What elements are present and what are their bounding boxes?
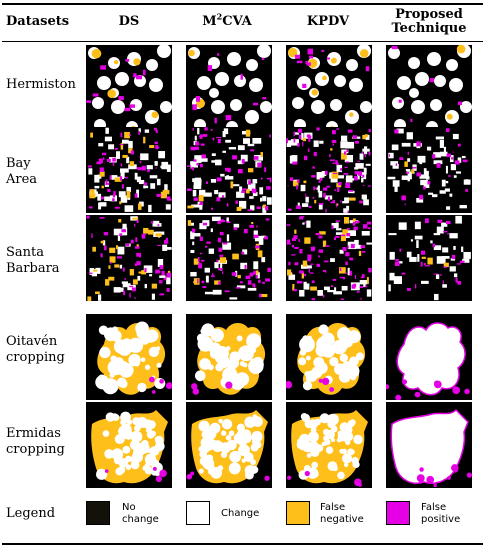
m2cva-prefix: M [202,14,217,29]
change-map-bay-area-kpdv [286,127,372,213]
header-proposed-line2: Technique [391,21,467,36]
legend-label-line1: False [320,502,346,513]
row-label-line1: Bay [6,156,31,171]
header-ds: DS [118,14,140,29]
legend-swatch-no-change [86,501,110,525]
change-map-santa-barbara-proposed [386,215,472,301]
header-proposed: Proposed Technique [386,8,472,36]
change-map-santa-barbara-m2cva [186,215,272,301]
header-proposed-line1: Proposed [395,7,463,22]
change-map-hermiston-ds [86,45,172,131]
top-rule [2,3,483,5]
legend-label-line1: Change [221,508,260,519]
legend-label-false-positive: False positive [421,502,460,526]
header-rule [2,41,483,42]
legend-label-false-negative: False negative [320,502,364,526]
row-label-line2: cropping [6,442,65,457]
row-label-ermidas: Ermidas cropping [6,426,65,458]
legend-label-line1: False [421,502,447,513]
change-map-bay-area-proposed [386,127,472,213]
change-map-oitaven-m2cva [186,314,272,400]
change-map-ermidas-kpdv [286,402,372,488]
header-kpdv: KPDV [306,14,350,29]
row-label-line1: Hermiston [6,77,76,92]
row-label-oitaven: Oitavén cropping [6,334,65,366]
legend-label-line1: No [122,502,136,513]
header-m2cva: M2CVA [184,11,270,29]
legend-label-line2: negative [320,514,364,525]
legend-swatch-false-positive [386,501,410,525]
change-map-hermiston-m2cva [186,45,272,131]
change-map-hermiston-kpdv [286,45,372,131]
row-label-line2: cropping [6,350,65,365]
change-map-santa-barbara-kpdv [286,215,372,301]
legend-swatch-change [186,501,210,525]
row-label-line1: Santa [6,245,45,260]
row-label-line2: Area [6,172,38,187]
change-map-ermidas-ds [86,402,172,488]
legend-swatch-false-negative [286,501,310,525]
row-label-bay-area: Bay Area [6,156,37,188]
change-map-bay-area-m2cva [186,127,272,213]
change-map-hermiston-proposed [386,45,472,131]
change-map-oitaven-ds [86,314,172,400]
legend-label-change: Change [221,508,259,520]
row-label-line1: Ermidas [6,426,61,441]
row-label-line2: Barbara [6,261,60,276]
row-label-santa-barbara: Santa Barbara [6,245,60,277]
legend-label-no-change: No change [122,502,159,526]
row-label-hermiston: Hermiston [6,77,76,93]
change-map-bay-area-ds [86,127,172,213]
m2cva-suffix: CVA [222,14,252,29]
m2cva-superscript: 2 [216,11,223,22]
bottom-rule [2,543,483,545]
change-map-oitaven-kpdv [286,314,372,400]
legend-label-line2: change [122,514,159,525]
change-map-ermidas-proposed [386,402,472,488]
change-map-oitaven-proposed [386,314,472,400]
header-datasets: Datasets [6,14,70,29]
legend-title: Legend [6,506,56,521]
change-map-ermidas-m2cva [186,402,272,488]
legend-label-line2: positive [421,514,461,525]
change-map-santa-barbara-ds [86,215,172,301]
row-label-line1: Oitavén [6,334,58,349]
